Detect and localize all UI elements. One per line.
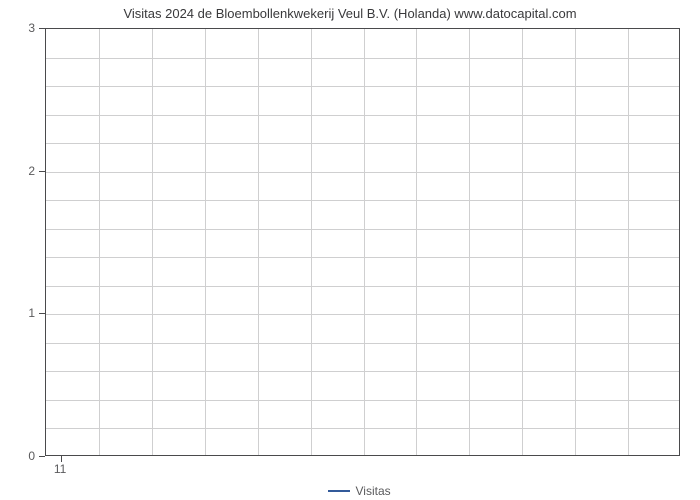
grid-line-h-minor [46, 200, 679, 201]
grid-line-h [46, 172, 679, 173]
chart-title: Visitas 2024 de Bloembollenkwekerij Veul… [0, 6, 700, 21]
grid-line-h-minor [46, 86, 679, 87]
y-tick [39, 171, 45, 172]
legend-swatch [328, 490, 350, 492]
grid-line-v [469, 29, 470, 455]
grid-line-v [205, 29, 206, 455]
grid-line-h-minor [46, 400, 679, 401]
visits-chart: Visitas 2024 de Bloembollenkwekerij Veul… [0, 0, 700, 500]
legend: Visitas [328, 484, 391, 498]
grid-line-v [99, 29, 100, 455]
grid-line-h-minor [46, 428, 679, 429]
y-tick [39, 28, 45, 29]
legend-label: Visitas [356, 484, 391, 498]
grid-line-h [46, 314, 679, 315]
y-tick-label: 1 [28, 306, 35, 320]
grid-line-h-minor [46, 229, 679, 230]
grid-line-h-minor [46, 115, 679, 116]
grid-line-v [628, 29, 629, 455]
grid-line-h-minor [46, 143, 679, 144]
y-tick-label: 3 [28, 21, 35, 35]
grid-line-v [311, 29, 312, 455]
grid-line-v [575, 29, 576, 455]
grid-line-v [416, 29, 417, 455]
grid-line-h-minor [46, 371, 679, 372]
y-tick-label: 2 [28, 164, 35, 178]
grid-line-h-minor [46, 286, 679, 287]
y-tick [39, 456, 45, 457]
y-tick [39, 313, 45, 314]
grid-line-h-minor [46, 58, 679, 59]
grid-line-v [364, 29, 365, 455]
grid-line-v [152, 29, 153, 455]
y-tick-label: 0 [28, 449, 35, 463]
x-tick-label: 11 [54, 462, 66, 476]
grid-line-v [258, 29, 259, 455]
grid-line-h-minor [46, 343, 679, 344]
grid-line-v [522, 29, 523, 455]
grid-line-h-minor [46, 257, 679, 258]
plot-area [45, 28, 680, 456]
